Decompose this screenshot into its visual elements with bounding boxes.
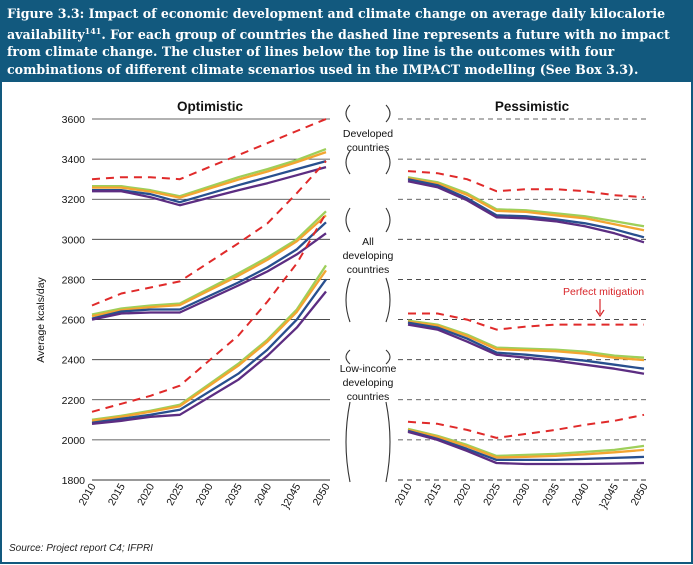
series-line-dashed <box>91 118 327 181</box>
perfect-mitigation-arrowhead <box>595 309 605 318</box>
separator-arc <box>385 349 391 365</box>
series-line-blue <box>91 278 327 424</box>
series-lines <box>91 118 645 466</box>
y-tick-label: 2200 <box>62 395 86 407</box>
group-labels: Developed countries All developing countries… <box>340 104 397 483</box>
series-line-green <box>92 148 327 198</box>
panel-title-pessimistic: Pessimistic <box>495 99 570 114</box>
series-line-purple <box>407 430 645 466</box>
separator-arc <box>345 277 351 323</box>
separator-arc <box>345 349 351 365</box>
series-line-purple <box>407 180 645 244</box>
series-line-orange <box>407 177 645 232</box>
x-tick-label: 2020 <box>135 481 157 507</box>
x-tick-label: 2015 <box>422 481 444 507</box>
y-axis-label: Average kcals/day <box>35 276 47 362</box>
y-tick-label: 2600 <box>62 315 86 327</box>
separator-arc <box>385 207 391 233</box>
separator-arc <box>345 150 351 175</box>
figure-frame <box>0 82 693 564</box>
y-tick-label: 3400 <box>62 154 86 166</box>
series-line-green <box>407 176 645 228</box>
series-line-blue <box>407 429 645 462</box>
y-tick-label: 3200 <box>62 194 86 206</box>
caption-rest: . For each group of countries the dashed… <box>7 26 670 77</box>
y-tick-label: 2400 <box>62 355 86 367</box>
series-line-orange <box>91 269 327 422</box>
figure-caption: Figure 3.3: Impact of economic developme… <box>7 5 687 78</box>
series-line-dashed <box>91 160 327 307</box>
series-line-orange <box>407 320 645 362</box>
series-line-purple <box>92 165 327 207</box>
perfect-mitigation-label: Perfect mitigation <box>563 286 644 298</box>
x-tick-label: 2030 <box>511 481 533 507</box>
series-line-blue <box>407 321 645 370</box>
x-tick-label: 2050 <box>629 481 651 507</box>
grid-optimistic <box>92 118 330 481</box>
separator-arc <box>345 401 351 483</box>
group-label-line: countries <box>347 142 390 154</box>
x-tick-label: 2010 <box>393 481 415 507</box>
series-line-purple <box>407 323 645 375</box>
separator-arc <box>385 150 391 175</box>
y-axis-ticks: 3600 3400 3200 3000 2800 2600 2400 2200 2000 1800 <box>62 114 86 487</box>
group-label-line: All <box>362 236 374 248</box>
source-note: Source: Project report C4; IFPRI <box>9 543 153 554</box>
x-tick-label: 2030 <box>194 481 216 507</box>
caption-lead: Figure 3.3: Impact of economic developme… <box>7 6 666 42</box>
series-line-dashed <box>91 212 327 413</box>
panel-title-optimistic: Optimistic <box>177 99 244 114</box>
grid-pessimistic <box>398 118 650 481</box>
y-tick-label: 2000 <box>62 435 86 447</box>
group-label-line: developing <box>343 250 394 262</box>
series-line-dashed <box>407 170 645 199</box>
series-line-blue <box>92 159 327 204</box>
caption-footnote-ref: 141 <box>84 25 102 36</box>
series-line-orange <box>92 151 327 199</box>
x-tick-label: }2045 <box>597 481 621 510</box>
x-tick-label: 2035 <box>540 481 562 507</box>
x-tick-label: }2045 <box>280 481 304 510</box>
series-line-green <box>407 319 645 359</box>
group-label-line: developing <box>343 377 394 389</box>
y-tick-label: 1800 <box>62 475 86 487</box>
x-tick-label: 2040 <box>570 481 592 507</box>
x-tick-label: 2015 <box>106 481 128 507</box>
separator-arc <box>385 277 391 323</box>
figure-header: Figure 3.3: Impact of economic developme… <box>0 0 693 82</box>
x-tick-label: 2050 <box>311 481 333 507</box>
series-line-purple <box>91 290 327 425</box>
kcal-line-chart: 3600 3400 3200 3000 2800 2600 2400 2200 2000 1800… <box>35 99 651 511</box>
x-tick-label: 2025 <box>164 481 186 507</box>
group-label-line: Developed <box>343 128 393 140</box>
series-line-blue <box>407 178 645 239</box>
group-label-line: Low-income <box>340 363 397 375</box>
series-line-orange <box>91 214 327 318</box>
series-line-dashed <box>408 312 644 331</box>
separator-arc <box>385 104 391 123</box>
series-line-orange <box>407 428 645 459</box>
y-tick-label: 3000 <box>62 234 86 246</box>
series-line-blue <box>91 221 327 320</box>
separator-arc <box>345 207 351 233</box>
group-label-line: countries <box>347 264 390 276</box>
y-tick-label: 3600 <box>62 114 86 126</box>
x-tick-label: 2025 <box>481 481 503 507</box>
group-label-line: countries <box>347 391 390 403</box>
x-tick-label: 2040 <box>252 481 274 507</box>
y-tick-label: 2800 <box>62 274 86 286</box>
separator-arc <box>385 401 391 483</box>
x-tick-label: 2035 <box>223 481 245 507</box>
separator-arc <box>345 104 351 123</box>
x-axis-ticks: 2010 2015 2020 2025 2030 2035 2040}2045 2050 201… <box>77 481 651 510</box>
x-tick-label: 2020 <box>452 481 474 507</box>
series-line-green <box>91 210 327 316</box>
series-line-purple <box>91 232 327 321</box>
series-line-dashed <box>407 413 645 439</box>
